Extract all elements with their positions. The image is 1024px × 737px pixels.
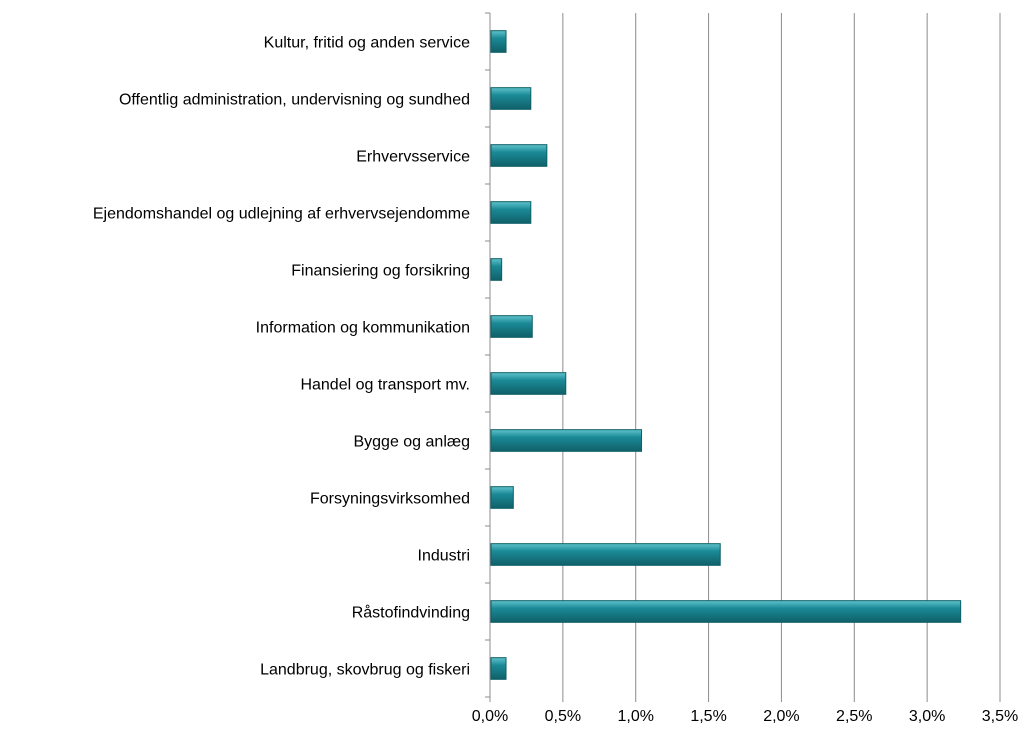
bar <box>490 657 507 680</box>
x-tick-label: 0,5% <box>545 708 581 725</box>
bar <box>490 315 533 338</box>
bar <box>490 372 567 395</box>
category-labels: Kultur, fritid og anden service Offentlig… <box>93 35 470 679</box>
bar <box>490 486 514 509</box>
bar <box>490 201 532 224</box>
x-tick-label: 1,5% <box>690 708 726 725</box>
bar <box>490 30 507 53</box>
bars <box>490 30 962 680</box>
x-tick-label: 0,0% <box>472 708 508 725</box>
bar <box>490 258 503 281</box>
category-label: Forsyningsvirksomhed <box>310 491 470 508</box>
gridlines <box>562 13 1001 697</box>
bar <box>490 87 532 110</box>
bar <box>490 429 643 452</box>
axes <box>485 12 1001 702</box>
category-label: Erhvervsservice <box>356 149 470 166</box>
category-label: Information og kommunikation <box>256 320 470 337</box>
x-tick-label: 2,5% <box>836 708 872 725</box>
x-tick-label: 2,0% <box>763 708 799 725</box>
category-label: Råstofindvinding <box>352 604 470 622</box>
x-tick-labels: 0,0% 0,5% 1,0% 1,5% 2,0% 2,5% 3,0% 3,5% <box>472 708 1018 725</box>
category-label: Finansiering og forsikring <box>291 263 470 280</box>
bar <box>490 144 548 167</box>
x-tick-label: 3,0% <box>909 708 945 725</box>
category-label: Offentlig administration, undervisning o… <box>119 92 470 109</box>
category-label: Industri <box>418 548 470 565</box>
category-label: Handel og transport mv. <box>300 377 470 394</box>
x-tick-label: 3,5% <box>982 708 1018 725</box>
category-label: Ejendomshandel og udlejning af erhvervse… <box>93 206 470 223</box>
bar <box>490 543 721 566</box>
category-label: Landbrug, skovbrug og fiskeri <box>260 662 470 679</box>
bar <box>490 600 962 623</box>
x-tick-label: 1,0% <box>617 708 653 725</box>
category-label: Kultur, fritid og anden service <box>264 35 470 52</box>
category-label: Bygge og anlæg <box>353 434 470 451</box>
